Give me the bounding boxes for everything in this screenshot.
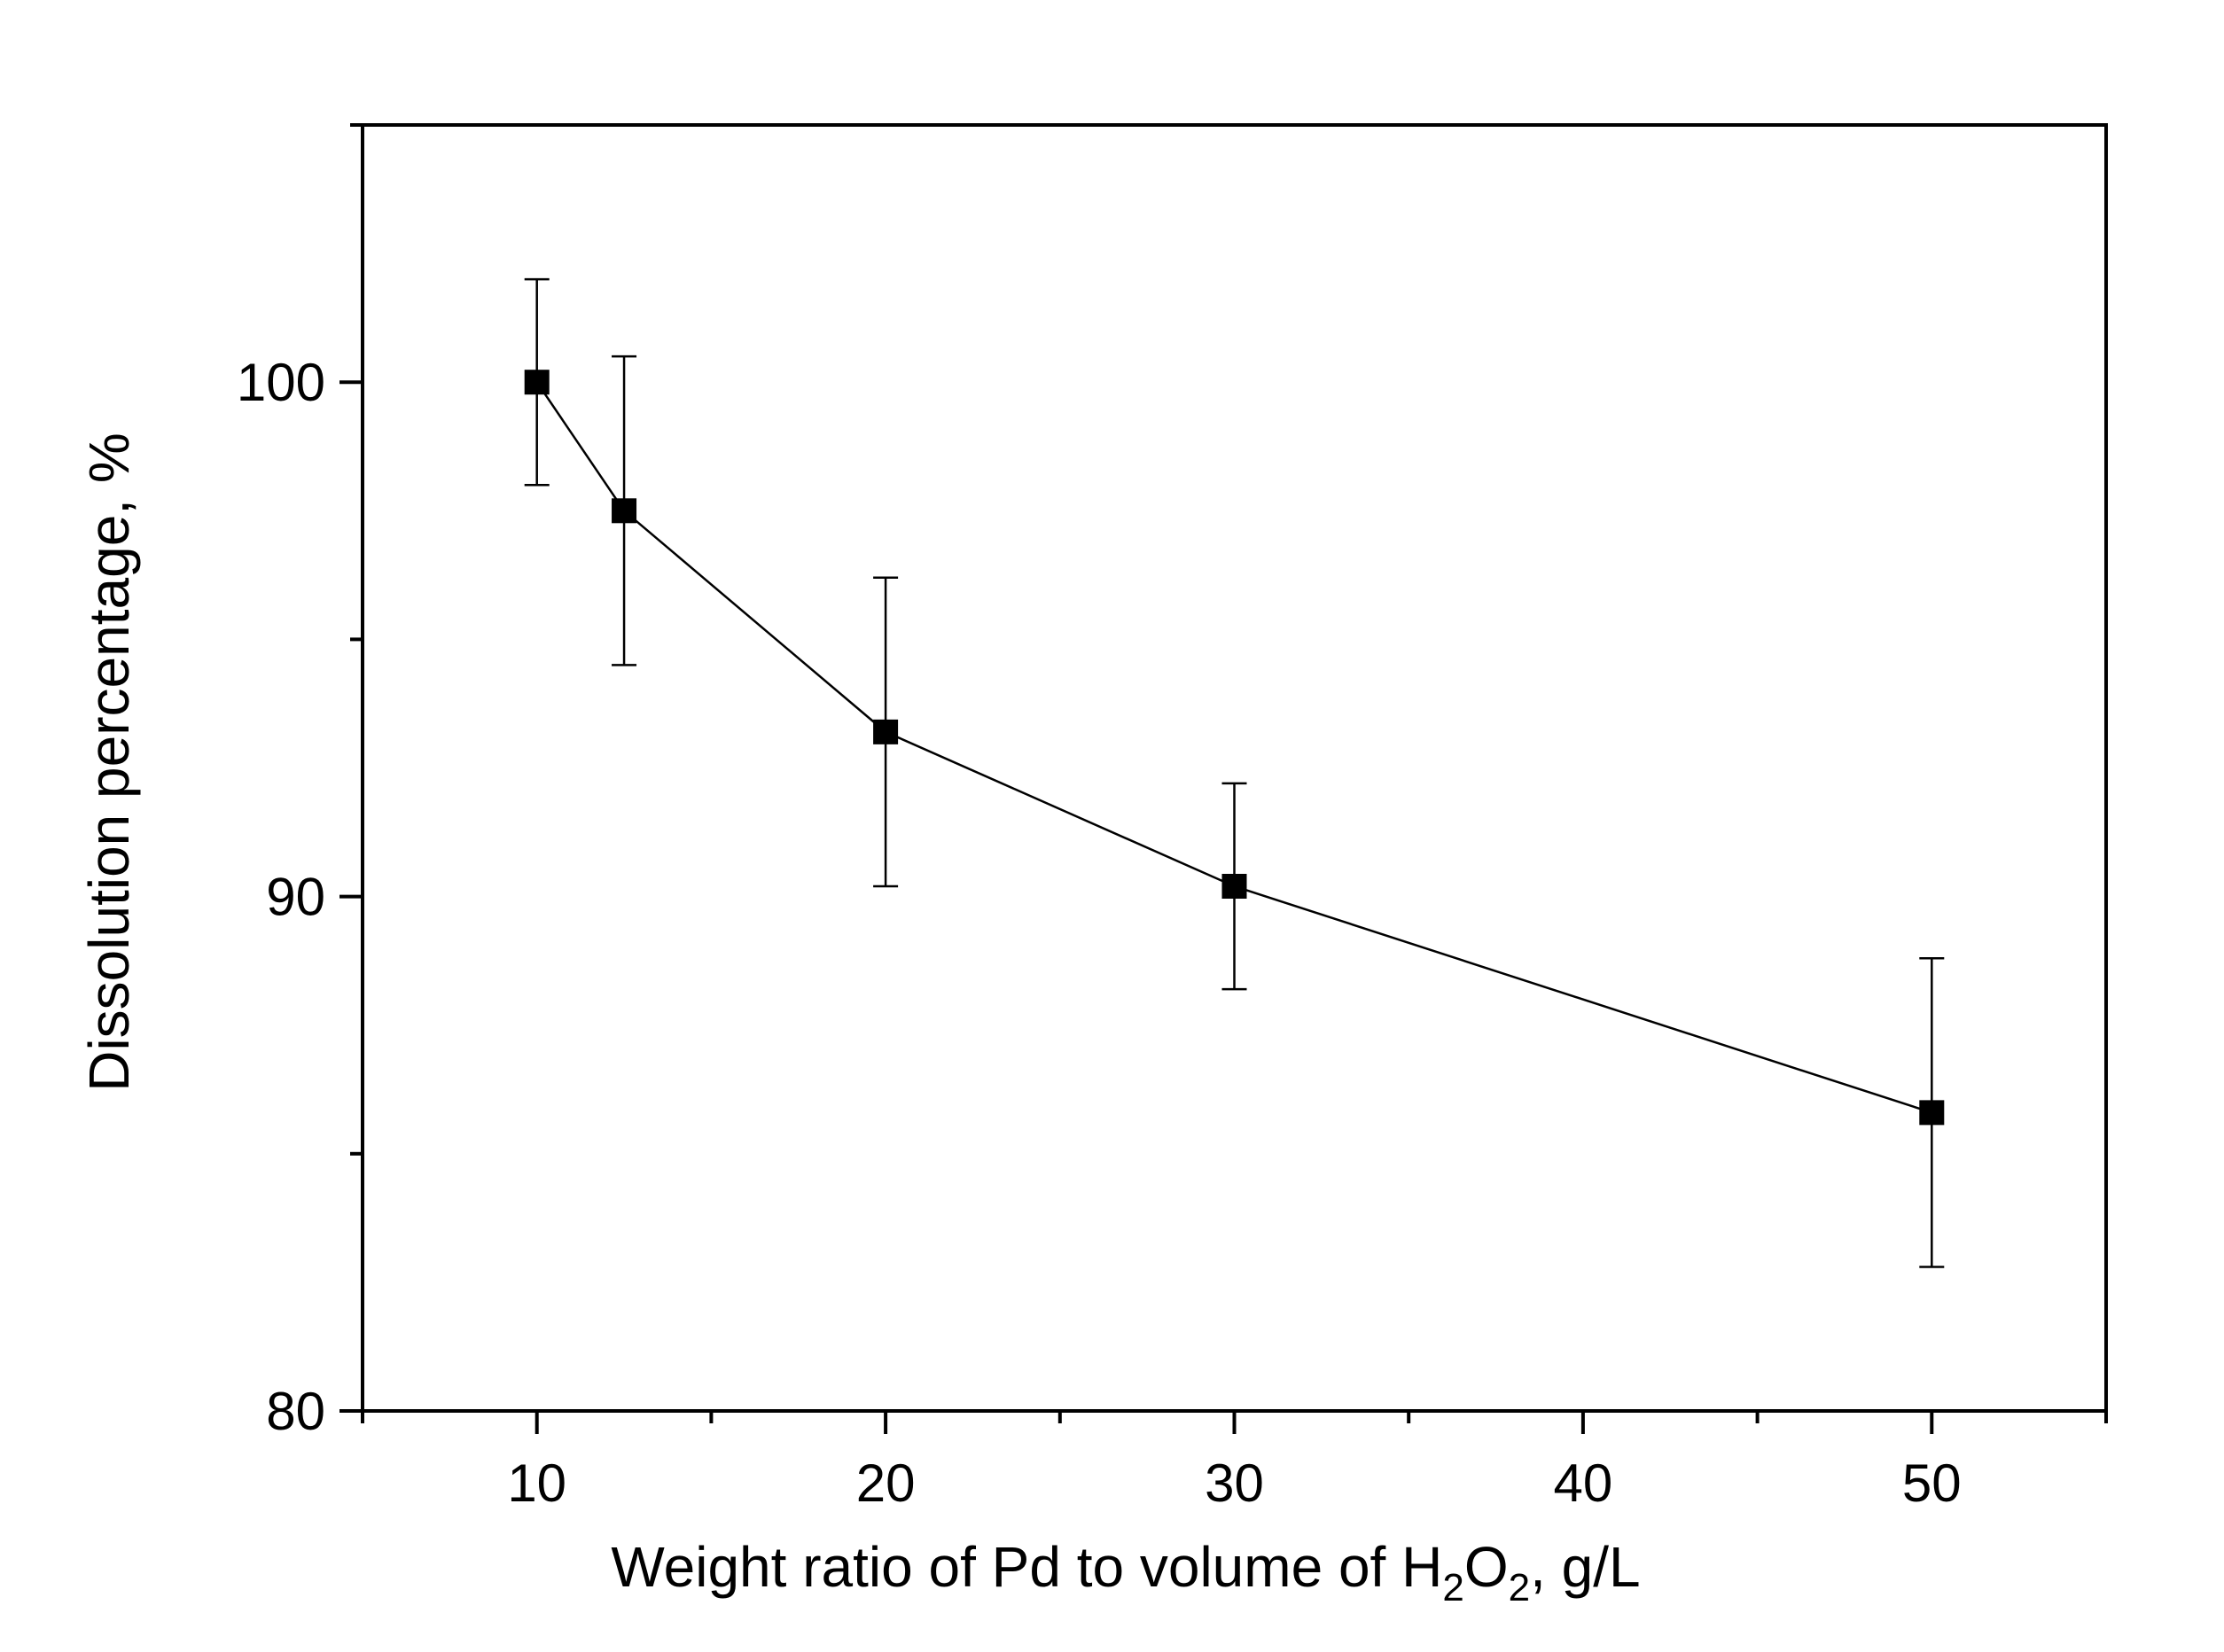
x-axis-title-sub1: 2: [1442, 1566, 1463, 1609]
x-axis-title-mid: O: [1464, 1535, 1509, 1599]
x-axis-title-suffix: , g/L: [1530, 1535, 1641, 1599]
x-tick-label: 20: [856, 1453, 916, 1513]
axes-layer: [339, 123, 2108, 1434]
y-tick-label: 80: [266, 1382, 325, 1441]
x-axis-title-prefix: Weight ratio of Pd to volume of H: [611, 1535, 1442, 1599]
x-tick-label: 10: [507, 1453, 566, 1513]
data-point: [1221, 873, 1247, 899]
x-axis-title: Weight ratio of Pd to volume of H2O2, g/…: [611, 1535, 1640, 1609]
x-axis-title-sub2: 2: [1509, 1566, 1530, 1609]
x-tick-label: 40: [1554, 1453, 1613, 1513]
x-tick-label: 30: [1205, 1453, 1264, 1513]
y-axis-title: Dissolution percentage, %: [77, 432, 141, 1092]
data-point: [1919, 1100, 1945, 1126]
data-point: [873, 719, 899, 744]
x-tick-label: 50: [1902, 1453, 1962, 1513]
label-layer: 10 20 30 40 50 80 90 100: [237, 353, 1962, 1513]
data-point: [612, 498, 637, 524]
data-point: [524, 370, 550, 395]
y-tick-label: 100: [237, 353, 325, 412]
y-tick-label: 90: [266, 868, 325, 927]
series-layer: [524, 277, 1945, 1268]
